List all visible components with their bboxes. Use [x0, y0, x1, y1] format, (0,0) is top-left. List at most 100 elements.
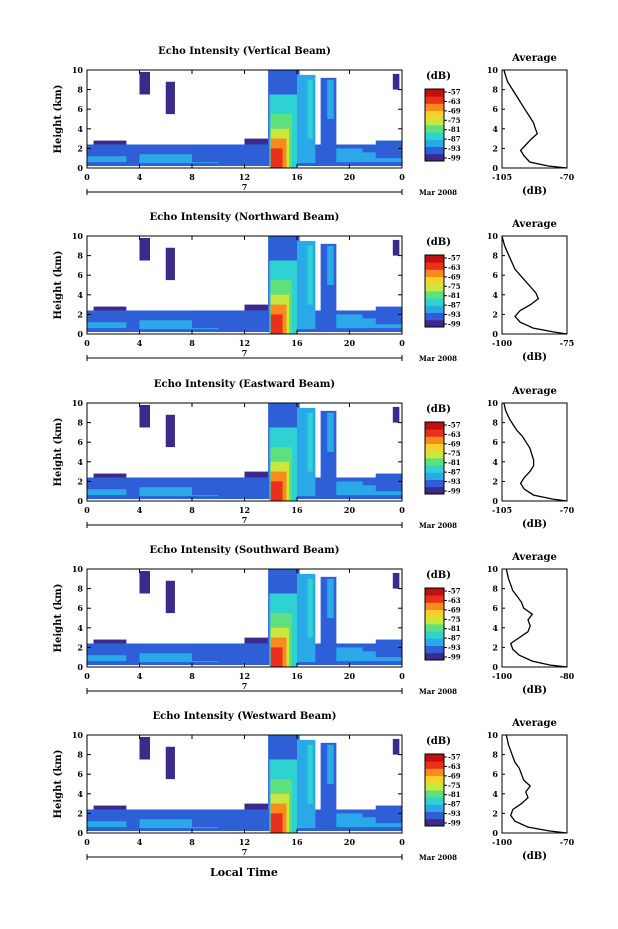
echo-patch	[327, 744, 334, 784]
colorbar-swatch	[425, 472, 444, 480]
echo-patch	[336, 647, 363, 662]
x-axis-label: Local Time	[210, 866, 278, 879]
avg-y-tick-label: 6	[492, 437, 498, 447]
colorbar-swatch	[425, 595, 444, 603]
x-tick-label: 0	[84, 505, 90, 515]
colorbar-tick-label: -87	[448, 800, 461, 809]
echo-patch	[192, 310, 271, 329]
avg-y-tick-label: 10	[487, 398, 499, 408]
echo-patch	[139, 404, 150, 428]
echo-field	[87, 236, 402, 334]
colorbar-tick-label: -69	[448, 106, 461, 115]
echo-patch	[270, 481, 283, 501]
colorbar-tick-label: -93	[448, 809, 461, 818]
colorbar-swatch	[425, 768, 444, 776]
echo-patch	[270, 314, 283, 334]
avg-y-tick-label: 2	[492, 808, 498, 818]
colorbar-swatch	[425, 110, 444, 119]
colorbar-tick-label: -81	[448, 125, 461, 134]
colorbar-swatch	[425, 132, 444, 140]
echo-patch	[307, 412, 313, 472]
echo-patch	[270, 813, 283, 833]
colorbar-title: (dB)	[426, 237, 451, 248]
echo-patch	[93, 805, 127, 810]
echo-patch	[93, 639, 127, 644]
echo-patch	[244, 138, 269, 145]
colorbar-tick-label: -81	[448, 458, 461, 467]
colorbar-swatch	[425, 305, 444, 313]
colorbar-tick-label: -57	[448, 88, 461, 97]
colorbar-tick-label: -63	[448, 97, 461, 106]
avg-y-tick-label: 0	[492, 329, 498, 339]
y-tick-label: 2	[77, 808, 83, 818]
avg-y-tick-label: 10	[487, 65, 499, 75]
y-tick-label: 6	[77, 603, 83, 613]
average-frame	[501, 568, 568, 668]
colorbar-swatch	[425, 638, 444, 646]
date-label: Mar 2008	[419, 853, 457, 862]
y-axis-label: Height (km)	[53, 251, 64, 320]
colorbar-frame	[424, 88, 445, 162]
colorbar-swatch	[425, 775, 444, 784]
colorbar-tick-label: -75	[448, 449, 461, 458]
echo-patch	[93, 306, 127, 311]
colorbar-tick-label: -57	[448, 587, 461, 596]
panel-3: Echo Intensity (Eastward Beam) 0 2 4 6 8 10 Hei…	[53, 379, 575, 530]
colorbar-tick-label: -81	[448, 624, 461, 633]
colorbar-swatch	[425, 117, 444, 126]
y-tick-label: 8	[77, 584, 83, 594]
y-tick-label: 6	[77, 270, 83, 280]
colorbar-swatch	[425, 818, 444, 827]
colorbar-swatch	[425, 283, 444, 292]
avg-y-tick-label: 0	[492, 828, 498, 838]
avg-y-tick-label: 8	[492, 85, 498, 95]
colorbar-swatch	[425, 645, 444, 654]
y-tick-label: 10	[72, 564, 84, 574]
colorbar-tick-label: -63	[448, 430, 461, 439]
avg-y-tick-label: 8	[492, 251, 498, 261]
x-tick-label: 0	[399, 338, 405, 348]
avg-x-label: (dB)	[522, 519, 547, 530]
echo-patch	[375, 639, 402, 658]
panel-1: Echo Intensity (Vertical Beam) 0 2 4 6 8 10 Hei…	[53, 46, 575, 197]
x-tick-label: 8	[189, 671, 195, 681]
avg-x-label: (dB)	[522, 851, 547, 862]
avg-y-tick-label: 0	[492, 662, 498, 672]
x-tick-label: 8	[189, 837, 195, 847]
colorbar-swatch	[425, 588, 444, 596]
colorbar-tick-label: -63	[448, 596, 461, 605]
colorbar-swatch	[425, 262, 444, 270]
x-tick-label: 20	[344, 671, 356, 681]
avg-x-label: (dB)	[522, 186, 547, 197]
colorbar-tick-label: -57	[448, 254, 461, 263]
colorbar-tick-label: -69	[448, 272, 461, 281]
colorbar-swatch	[425, 479, 444, 488]
echo-patch	[392, 572, 400, 589]
avg-y-tick-label: 2	[492, 143, 498, 153]
echo-patch	[244, 471, 269, 478]
avg-x-tick-label: -100	[492, 338, 512, 348]
avg-y-tick-label: 2	[492, 476, 498, 486]
panel-title: Echo Intensity (Northward Beam)	[150, 212, 340, 223]
echo-patch	[392, 738, 400, 755]
x-tick-label: 8	[189, 338, 195, 348]
echo-patch	[165, 746, 175, 780]
colorbar-frame	[424, 587, 445, 661]
date-label: Mar 2008	[419, 188, 457, 197]
colorbar-swatch	[425, 609, 444, 618]
y-tick-label: 10	[72, 398, 84, 408]
x-tick-label: 0	[84, 172, 90, 182]
colorbar-swatch	[425, 319, 444, 328]
colorbar-swatch	[425, 631, 444, 639]
date-marker: 7	[242, 182, 248, 192]
colorbar-swatch	[425, 89, 444, 97]
colorbar-swatch	[425, 291, 444, 299]
echo-patch	[192, 144, 271, 163]
echo-patch	[139, 71, 150, 95]
echo-patch	[336, 314, 363, 329]
colorbar-tick-label: -69	[448, 439, 461, 448]
echo-patch	[307, 79, 313, 139]
avg-y-tick-label: 6	[492, 769, 498, 779]
avg-x-tick-label: -105	[492, 505, 512, 515]
echo-field	[87, 735, 402, 833]
